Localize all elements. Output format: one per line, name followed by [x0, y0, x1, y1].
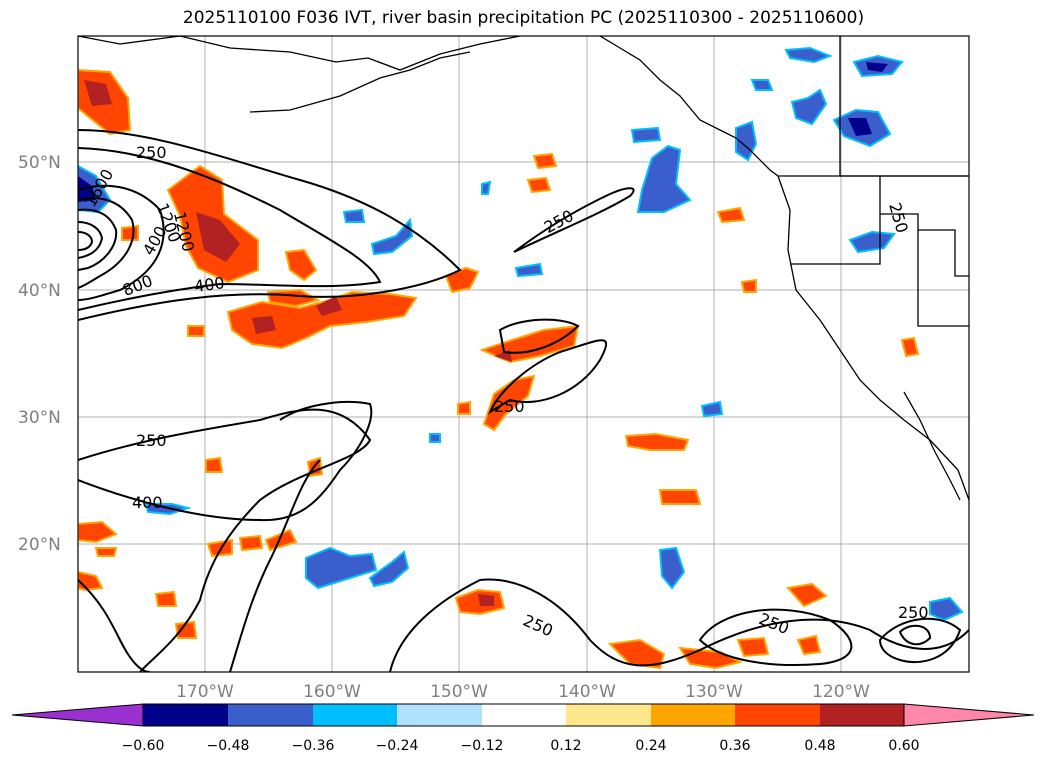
colorbar-segment: [566, 704, 651, 726]
colorbar-extend-high: [903, 703, 1035, 727]
ivt-contours: [78, 129, 969, 672]
lon-label: 130°W: [685, 682, 743, 702]
colorbar-tick: 0.60: [888, 738, 919, 754]
latitude-labels: 50°N 40°N 30°N 20°N: [18, 153, 61, 555]
positive-anomaly-region: [166, 164, 259, 284]
colorbar-segment: [143, 704, 228, 726]
lat-label: 20°N: [18, 535, 61, 555]
longitude-labels: 170°W 160°W 150°W 140°W 130°W 120°W: [176, 682, 870, 702]
lon-label: 140°W: [558, 682, 616, 702]
colorbar-tick: 0.12: [550, 738, 581, 754]
colorbar-tick: 0.36: [719, 738, 750, 754]
colorbar-segment: [482, 704, 566, 726]
positive-anomaly-region: [624, 206, 920, 505]
colorbar-frame: [142, 703, 905, 727]
positive-anomaly-layer: [78, 68, 920, 670]
colorbar-tick: −0.36: [292, 738, 335, 754]
colorbar-tick: −0.60: [122, 738, 165, 754]
colorbar-tick: −0.12: [461, 738, 504, 754]
contour-label: 250: [136, 431, 167, 450]
positive-anomaly-region: [454, 582, 828, 670]
positive-anomaly-region: [78, 68, 132, 136]
map-title: 2025110100 F036 IVT, river basin precipi…: [182, 8, 865, 28]
contour-label: 400: [193, 273, 226, 296]
contour-label: 400: [132, 493, 163, 512]
colorbar-tick: 0.48: [804, 738, 835, 754]
colorbar-tick: 0.24: [635, 738, 666, 754]
lat-label: 30°N: [18, 408, 61, 428]
colorbar-segment: [313, 704, 397, 726]
contour-label: 250: [136, 143, 167, 162]
colorbar-segment: [651, 704, 735, 726]
colorbar-segment: [820, 704, 904, 726]
colorbar: −0.60 −0.48 −0.36 −0.24 −0.12 0.12 0.24 …: [11, 703, 1035, 754]
lat-label: 50°N: [18, 153, 61, 173]
positive-anomaly-region: [266, 152, 558, 308]
lon-label: 150°W: [430, 682, 488, 702]
colorbar-extend-low: [11, 703, 144, 727]
coastlines: [78, 36, 969, 501]
lon-label: 160°W: [303, 682, 361, 702]
colorbar-segment: [735, 704, 820, 726]
lat-label: 40°N: [18, 281, 61, 301]
lon-label: 120°W: [812, 682, 870, 702]
negative-anomaly-region: [78, 164, 112, 214]
colorbar-tick: −0.24: [376, 738, 419, 754]
colorbar-segment: [228, 704, 313, 726]
contour-label: 250: [494, 397, 525, 416]
colorbar-tick: −0.48: [207, 738, 250, 754]
positive-anomaly-region: [226, 290, 418, 350]
colorbar-segment: [397, 704, 482, 726]
negative-anomaly-region: [630, 126, 692, 213]
negative-anomaly-region: [342, 180, 896, 418]
lon-label: 170°W: [176, 682, 234, 702]
contour-label: 250: [898, 603, 929, 622]
map-frame: [77, 35, 970, 673]
